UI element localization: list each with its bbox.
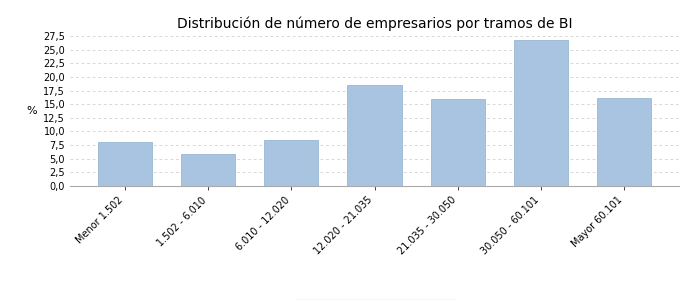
- Bar: [181, 154, 235, 186]
- Bar: [597, 98, 651, 186]
- Bar: [514, 40, 568, 186]
- Bar: [98, 142, 152, 186]
- Bar: [347, 85, 402, 186]
- Bar: [264, 140, 318, 186]
- Title: Distribución de número de empresarios por tramos de BI: Distribución de número de empresarios po…: [176, 16, 573, 31]
- Bar: [430, 99, 485, 186]
- Y-axis label: %: %: [27, 106, 38, 116]
